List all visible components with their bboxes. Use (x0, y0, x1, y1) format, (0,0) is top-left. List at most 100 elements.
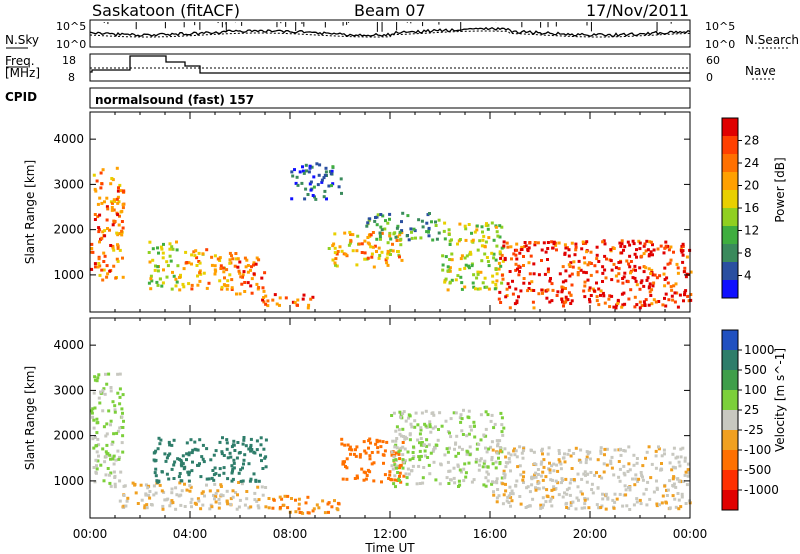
scatter-cell (439, 463, 443, 467)
scatter-cell (144, 492, 148, 496)
scatter-cell (601, 291, 605, 295)
scatter-cell (239, 275, 243, 279)
scatter-cell (670, 468, 674, 472)
scatter-cell (491, 274, 495, 278)
scatter-cell (522, 470, 526, 474)
scatter-cell (425, 230, 429, 234)
scatter-cell (419, 236, 423, 240)
scatter-cell (522, 264, 525, 267)
scatter-cell (243, 256, 247, 260)
scatter-cell (584, 241, 588, 245)
scatter-cell (110, 206, 114, 209)
scatter-cell (482, 433, 486, 437)
scatter-cell (520, 248, 524, 251)
scatter-cell (247, 506, 251, 510)
scatter-cell (669, 258, 673, 262)
scatter-cell (236, 257, 240, 261)
scatter-cell (593, 473, 597, 477)
scatter-cell (452, 476, 456, 480)
scatter-cell (431, 238, 435, 242)
scatter-cell (595, 281, 598, 285)
scatter-cell (463, 256, 467, 260)
scatter-cell (595, 503, 599, 507)
scatter-cell (111, 201, 114, 205)
scatter-cell (112, 208, 116, 212)
scatter-cell (569, 501, 573, 505)
scatter-cell (567, 254, 571, 258)
colorbar-segment (722, 244, 738, 263)
power-colorbar-label: Power [dB] (773, 157, 787, 222)
scatter-cell (677, 507, 681, 511)
scatter-cell (645, 239, 649, 243)
scatter-cell (495, 451, 499, 455)
scatter-cell (522, 255, 525, 258)
scatter-cell (496, 488, 500, 491)
scatter-cell (93, 378, 97, 382)
scatter-cell (498, 224, 502, 228)
scatter-cell (161, 251, 165, 255)
scatter-cell (618, 467, 622, 471)
scatter-cell (324, 166, 328, 170)
scatter-cell (542, 503, 545, 507)
scatter-cell (111, 457, 115, 461)
scatter-cell (680, 492, 684, 496)
scatter-cell (225, 489, 229, 493)
scatter-cell (401, 412, 405, 416)
scatter-cell (161, 281, 165, 285)
scatter-cell (301, 169, 305, 173)
scatter-cell (532, 262, 536, 266)
scatter-cell (392, 482, 396, 486)
scatter-cell (430, 411, 434, 415)
scatter-cell (676, 305, 680, 309)
scatter-cell (481, 230, 484, 234)
scatter-cell (243, 503, 247, 507)
scatter-cell (410, 469, 413, 473)
scatter-cell (244, 265, 248, 269)
scatter-cell (432, 413, 436, 417)
scatter-cell (349, 232, 353, 236)
scatter-cell (615, 497, 619, 501)
scatter-cell (550, 504, 554, 508)
scatter-cell (555, 294, 559, 297)
scatter-cell (360, 467, 364, 471)
scatter-cell (249, 268, 252, 272)
scatter-cell (426, 456, 430, 459)
scatter-cell (133, 483, 137, 487)
scatter-cell (532, 450, 536, 454)
scatter-cell (494, 283, 498, 286)
scatter-cell (389, 253, 392, 256)
scatter-cell (555, 248, 558, 252)
scatter-cell (388, 234, 392, 238)
scatter-cell (530, 280, 534, 284)
scatter-cell (475, 228, 479, 232)
scatter-cell (239, 479, 243, 483)
scatter-cell (116, 391, 120, 395)
scatter-cell (622, 248, 625, 252)
scatter-cell (147, 493, 151, 497)
colorbar-segment (722, 118, 738, 137)
scatter-cell (628, 254, 632, 258)
scatter-cell (482, 483, 486, 487)
scatter-cell (306, 306, 310, 310)
scatter-cell (618, 479, 622, 483)
scatter-cell (635, 500, 639, 504)
scatter-cell (422, 466, 426, 469)
scatter-cell (509, 492, 513, 495)
scatter-cell (473, 424, 476, 428)
scatter-cell (94, 189, 98, 193)
scatter-cell (145, 503, 149, 507)
scatter-cell (671, 465, 675, 469)
scatter-cell (293, 301, 297, 305)
scatter-cell (222, 471, 226, 475)
scatter-cell (501, 502, 505, 506)
scatter-cell (152, 484, 156, 488)
scatter-cell (355, 249, 359, 253)
scatter-cell (480, 244, 484, 248)
scatter-cell (478, 287, 482, 291)
scatter-cell (420, 411, 424, 415)
scatter-cell (570, 241, 574, 245)
x-tick-label: 00:00 (73, 527, 108, 541)
scatter-cell (604, 276, 608, 280)
scatter-cell (182, 285, 186, 289)
scatter-cell (619, 260, 623, 264)
